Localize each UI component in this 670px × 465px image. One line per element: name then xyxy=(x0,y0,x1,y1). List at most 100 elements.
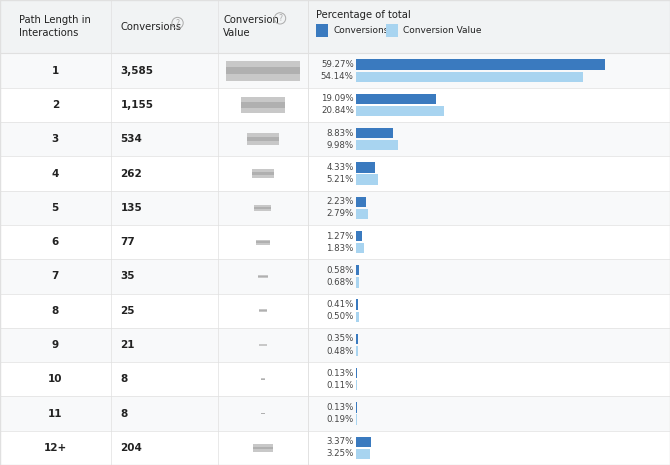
Bar xyxy=(253,449,273,452)
Bar xyxy=(241,102,285,108)
Bar xyxy=(356,449,370,459)
Bar xyxy=(0,191,670,225)
Bar xyxy=(0,122,670,156)
Bar xyxy=(247,137,279,141)
Bar xyxy=(0,293,670,328)
Text: 3: 3 xyxy=(52,134,59,144)
Text: 204: 204 xyxy=(121,443,143,453)
Bar xyxy=(356,334,358,344)
Bar xyxy=(259,344,267,345)
Bar xyxy=(356,437,371,447)
Text: 7: 7 xyxy=(52,272,59,281)
Bar xyxy=(226,74,300,81)
Bar xyxy=(257,241,269,243)
Text: 135: 135 xyxy=(121,203,142,213)
Bar xyxy=(356,414,357,425)
Bar xyxy=(356,174,379,185)
Text: 0.13%: 0.13% xyxy=(326,403,354,412)
Text: 21: 21 xyxy=(121,340,135,350)
Text: 2: 2 xyxy=(52,100,59,110)
Bar xyxy=(0,0,670,53)
Text: 5.21%: 5.21% xyxy=(326,175,354,184)
Bar xyxy=(386,24,398,37)
Text: 0.41%: 0.41% xyxy=(326,300,354,309)
Text: 3.25%: 3.25% xyxy=(326,450,354,458)
Bar xyxy=(226,67,300,74)
Bar xyxy=(356,197,366,207)
Bar xyxy=(356,128,393,138)
Bar xyxy=(0,362,670,396)
Bar xyxy=(356,231,362,241)
Text: 0.19%: 0.19% xyxy=(326,415,354,424)
Bar xyxy=(356,299,358,310)
Bar xyxy=(356,346,358,356)
Bar xyxy=(0,53,670,88)
Bar xyxy=(0,259,670,293)
Text: 0.58%: 0.58% xyxy=(326,266,354,275)
Text: 262: 262 xyxy=(121,168,142,179)
Text: 11: 11 xyxy=(48,409,62,418)
Bar xyxy=(356,243,364,253)
Text: 0.35%: 0.35% xyxy=(326,334,354,343)
Text: Conversion
Value: Conversion Value xyxy=(223,15,279,38)
Bar xyxy=(316,24,328,37)
Bar xyxy=(261,413,265,414)
Bar xyxy=(0,156,670,191)
Bar xyxy=(255,207,271,209)
Bar xyxy=(251,175,275,178)
Bar xyxy=(259,277,267,278)
Text: 25: 25 xyxy=(121,306,135,316)
Text: Percentage of total: Percentage of total xyxy=(316,10,411,20)
Bar xyxy=(356,162,375,173)
Text: ?: ? xyxy=(278,14,282,23)
Text: 8: 8 xyxy=(121,374,128,384)
Bar xyxy=(356,94,436,104)
Text: 35: 35 xyxy=(121,272,135,281)
Bar xyxy=(253,444,273,446)
Text: 59.27%: 59.27% xyxy=(321,60,354,69)
Text: 19.09%: 19.09% xyxy=(321,94,354,103)
Bar xyxy=(0,431,670,465)
Bar xyxy=(259,310,267,311)
Text: 9: 9 xyxy=(52,340,59,350)
Text: 8.83%: 8.83% xyxy=(326,129,354,138)
Bar xyxy=(356,106,444,116)
Text: 4: 4 xyxy=(52,168,59,179)
Text: 3,585: 3,585 xyxy=(121,66,153,76)
Text: 0.68%: 0.68% xyxy=(326,278,354,287)
Bar xyxy=(226,60,300,67)
Text: 3.37%: 3.37% xyxy=(326,437,354,446)
Bar xyxy=(0,225,670,259)
Text: Conversion Value: Conversion Value xyxy=(403,26,482,35)
Bar xyxy=(356,60,604,70)
Bar xyxy=(255,205,271,207)
Text: 0.13%: 0.13% xyxy=(326,369,354,378)
Bar xyxy=(259,309,267,310)
Bar xyxy=(0,396,670,431)
Text: 1.27%: 1.27% xyxy=(326,232,354,240)
Text: 10: 10 xyxy=(48,374,62,384)
Bar xyxy=(261,412,265,413)
Text: ?: ? xyxy=(176,19,180,27)
Text: 2.79%: 2.79% xyxy=(326,209,354,219)
Bar xyxy=(253,446,273,449)
Bar xyxy=(247,141,279,145)
Bar xyxy=(356,209,368,219)
Bar xyxy=(251,172,275,175)
Text: 4.33%: 4.33% xyxy=(326,163,354,172)
Text: 5: 5 xyxy=(52,203,59,213)
Text: 1: 1 xyxy=(52,66,59,76)
Text: 77: 77 xyxy=(121,237,135,247)
Bar xyxy=(259,311,267,312)
Bar xyxy=(247,133,279,137)
Text: 1,155: 1,155 xyxy=(121,100,153,110)
Bar xyxy=(257,243,269,245)
Bar xyxy=(259,275,267,276)
Bar xyxy=(259,345,267,346)
Text: 534: 534 xyxy=(121,134,143,144)
Bar xyxy=(356,277,359,287)
Bar xyxy=(356,312,358,322)
Bar xyxy=(257,239,269,241)
Text: Conversions: Conversions xyxy=(334,26,389,35)
Bar xyxy=(255,209,271,211)
